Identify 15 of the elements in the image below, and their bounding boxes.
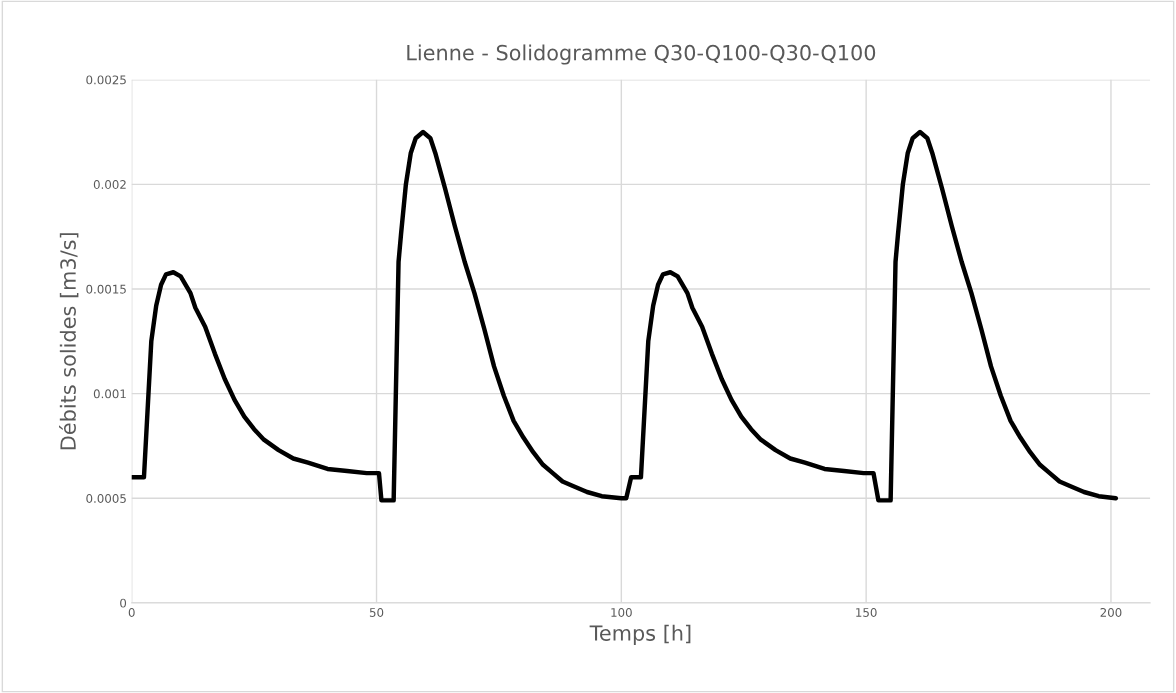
y-tick-label: 0.0005: [86, 493, 126, 503]
y-tick-label: 0.002: [93, 180, 126, 189]
x-tick-label: 150: [856, 607, 877, 617]
y-tick-label: 0.001: [93, 389, 126, 399]
y-tick-label: 0.0015: [86, 284, 126, 294]
x-axis-title: Temps [h]: [589, 624, 691, 645]
x-tick-label: 100: [611, 607, 632, 617]
y-axis-title: Débits solides [m3/s]: [58, 233, 79, 450]
line-series: [131, 129, 1119, 503]
x-tick-label: 50: [369, 607, 384, 617]
x-tick-label: 200: [1100, 607, 1122, 617]
y-tick-label: 0.0025: [86, 75, 126, 85]
y-tick-label: 0: [120, 598, 127, 608]
chart-title: Lienne - Solidogramme Q30-Q100-Q30-Q100: [407, 44, 876, 65]
x-tick-label: 0: [128, 607, 135, 617]
